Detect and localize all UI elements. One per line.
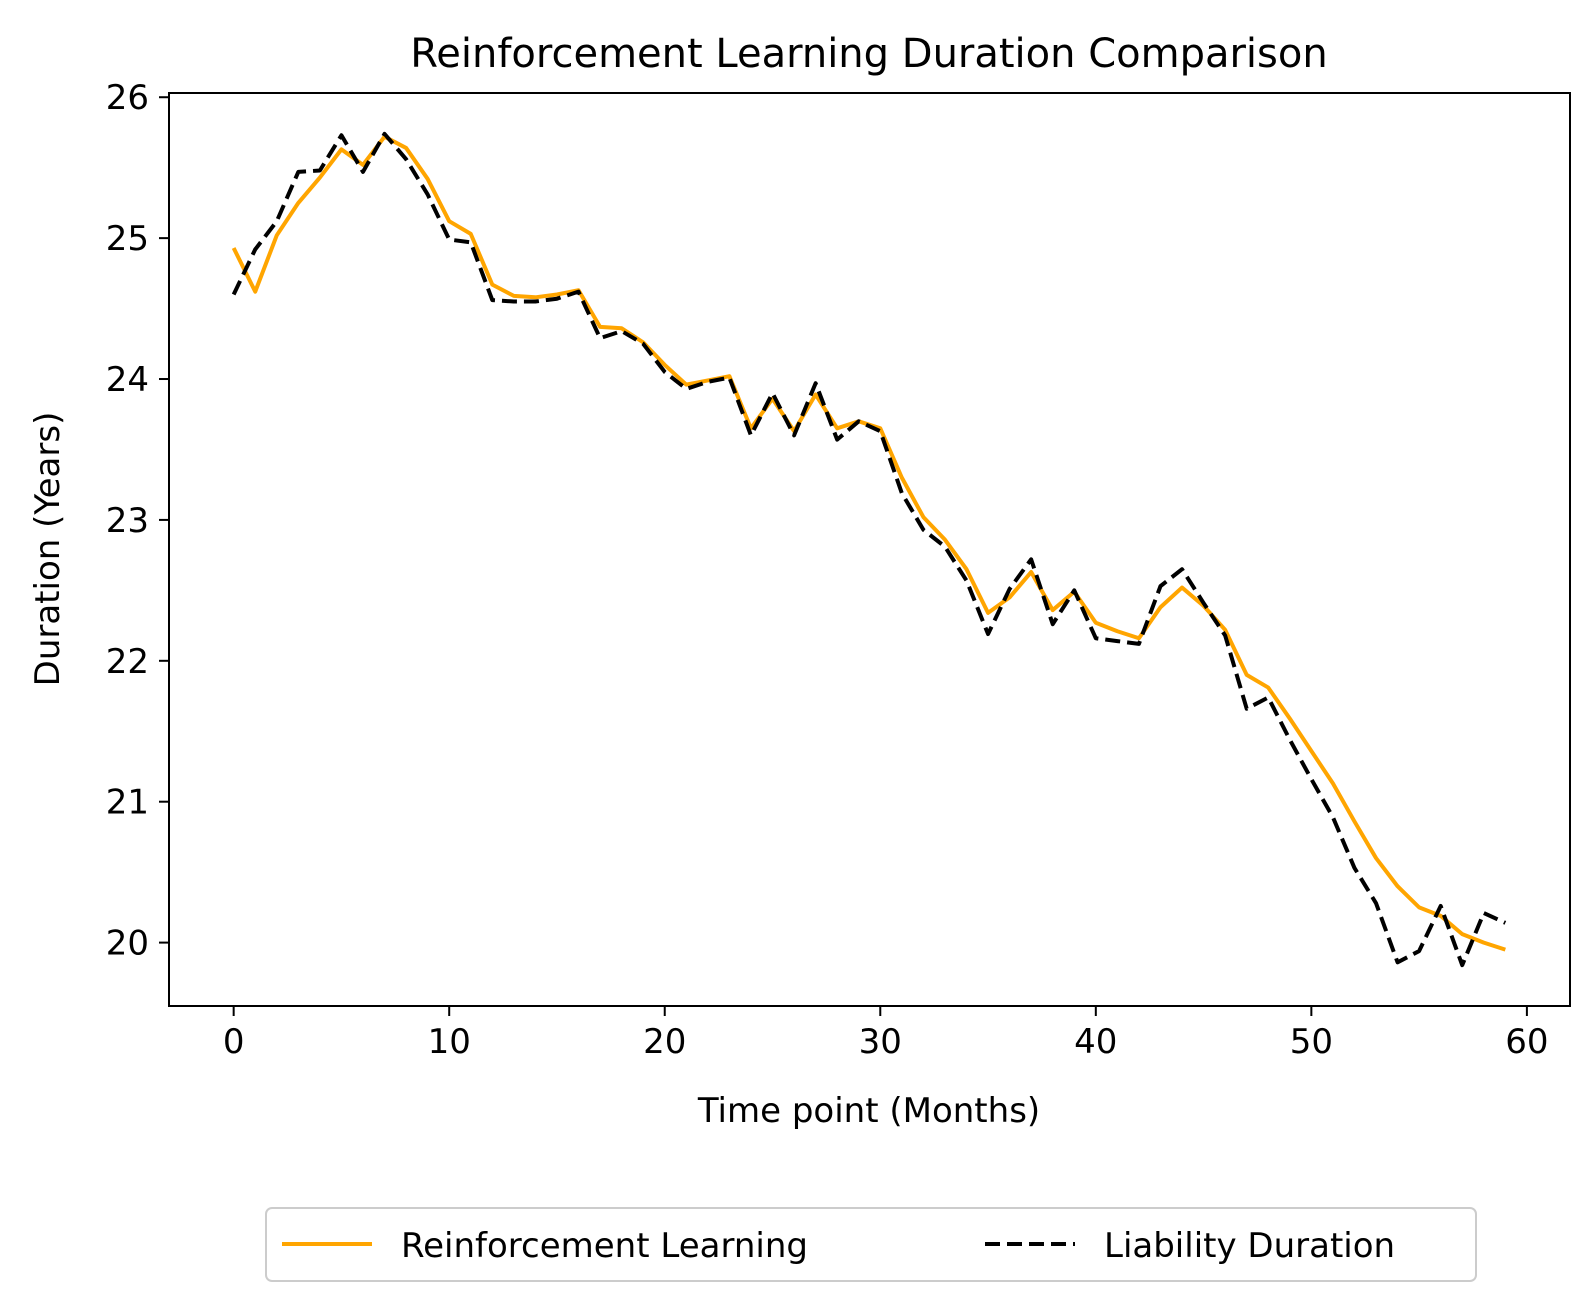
legend: Reinforcement Learning Liability Duratio…	[265, 1207, 1477, 1282]
plot-frame	[168, 92, 1571, 1007]
y-tick-label: 23	[106, 501, 149, 541]
x-axis-label: Time point (Months)	[697, 1091, 1040, 1131]
y-tick-label: 22	[106, 642, 149, 682]
y-axis: 20 21 22 23 24 25 26	[106, 78, 169, 964]
x-tick-label: 40	[1074, 1022, 1117, 1062]
x-tick-label: 30	[859, 1022, 902, 1062]
x-tick-label: 0	[223, 1022, 245, 1062]
x-tick-label: 60	[1505, 1022, 1548, 1062]
y-axis-label: Duration (Years)	[28, 412, 68, 687]
y-tick-label: 26	[106, 78, 149, 118]
y-tick-label: 24	[106, 360, 149, 400]
x-tick-label: 10	[428, 1022, 471, 1062]
y-tick-label: 25	[106, 219, 149, 259]
x-tick-label: 20	[643, 1022, 686, 1062]
series-line-liability-duration	[231, 131, 1507, 968]
legend-label-liability-duration: Liability Duration	[1104, 1226, 1395, 1266]
legend-box	[265, 1207, 1477, 1282]
y-tick-label: 20	[106, 924, 149, 964]
x-axis: 0 10 20 30 40 50 60	[223, 1006, 1549, 1062]
plot-marks	[231, 131, 1507, 968]
chart-title: Reinforcement Learning Duration Comparis…	[410, 31, 1327, 77]
x-tick-label: 50	[1290, 1022, 1333, 1062]
legend-label-reinforcement-learning: Reinforcement Learning	[401, 1226, 808, 1266]
y-tick-label: 21	[106, 783, 149, 823]
